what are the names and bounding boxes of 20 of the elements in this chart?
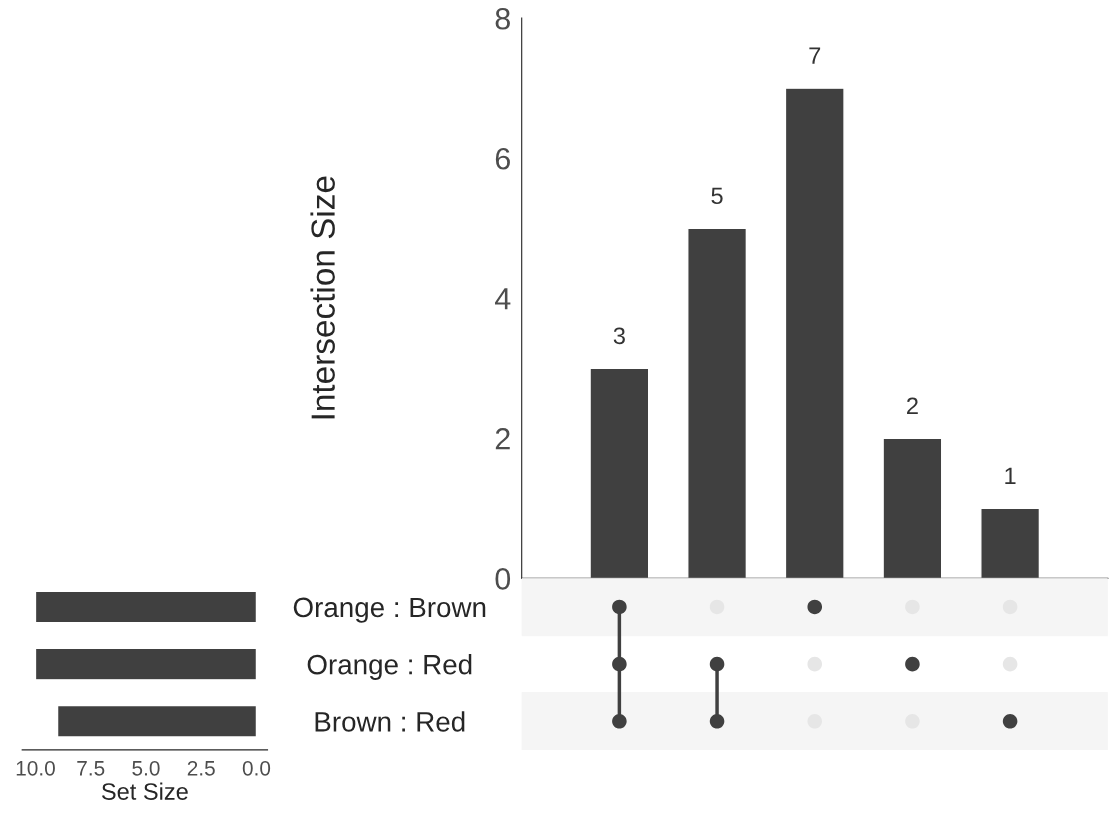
x-tick-label: 10.0 [16, 760, 55, 776]
x-tick-label: 2.5 [187, 760, 215, 776]
y-tick-label: 8 [495, 7, 510, 30]
data-label: 3 [613, 327, 625, 345]
x-tick-label: 0.0 [242, 760, 271, 776]
data-label: 2 [907, 397, 918, 414]
y-tick-label: 6 [495, 147, 510, 170]
x-tick-label: 5.0 [132, 760, 160, 776]
data-label: 5 [711, 187, 723, 205]
x-tick-label: 7.5 [77, 761, 105, 776]
y-tick-label: Brown : Red [315, 711, 465, 732]
y-tick-label: 0 [495, 568, 511, 590]
data-label: 1 [1005, 467, 1016, 484]
y-tick-label: 2 [495, 428, 510, 450]
y-axis-title: Intersection Size [310, 176, 335, 419]
y-tick-label: 4 [494, 288, 511, 310]
y-tick-label: Orange : Brown [293, 597, 486, 623]
x-axis-title: Set Size [101, 782, 188, 800]
data-label: 7 [809, 47, 821, 64]
y-tick-label: Orange : Red [307, 654, 472, 680]
